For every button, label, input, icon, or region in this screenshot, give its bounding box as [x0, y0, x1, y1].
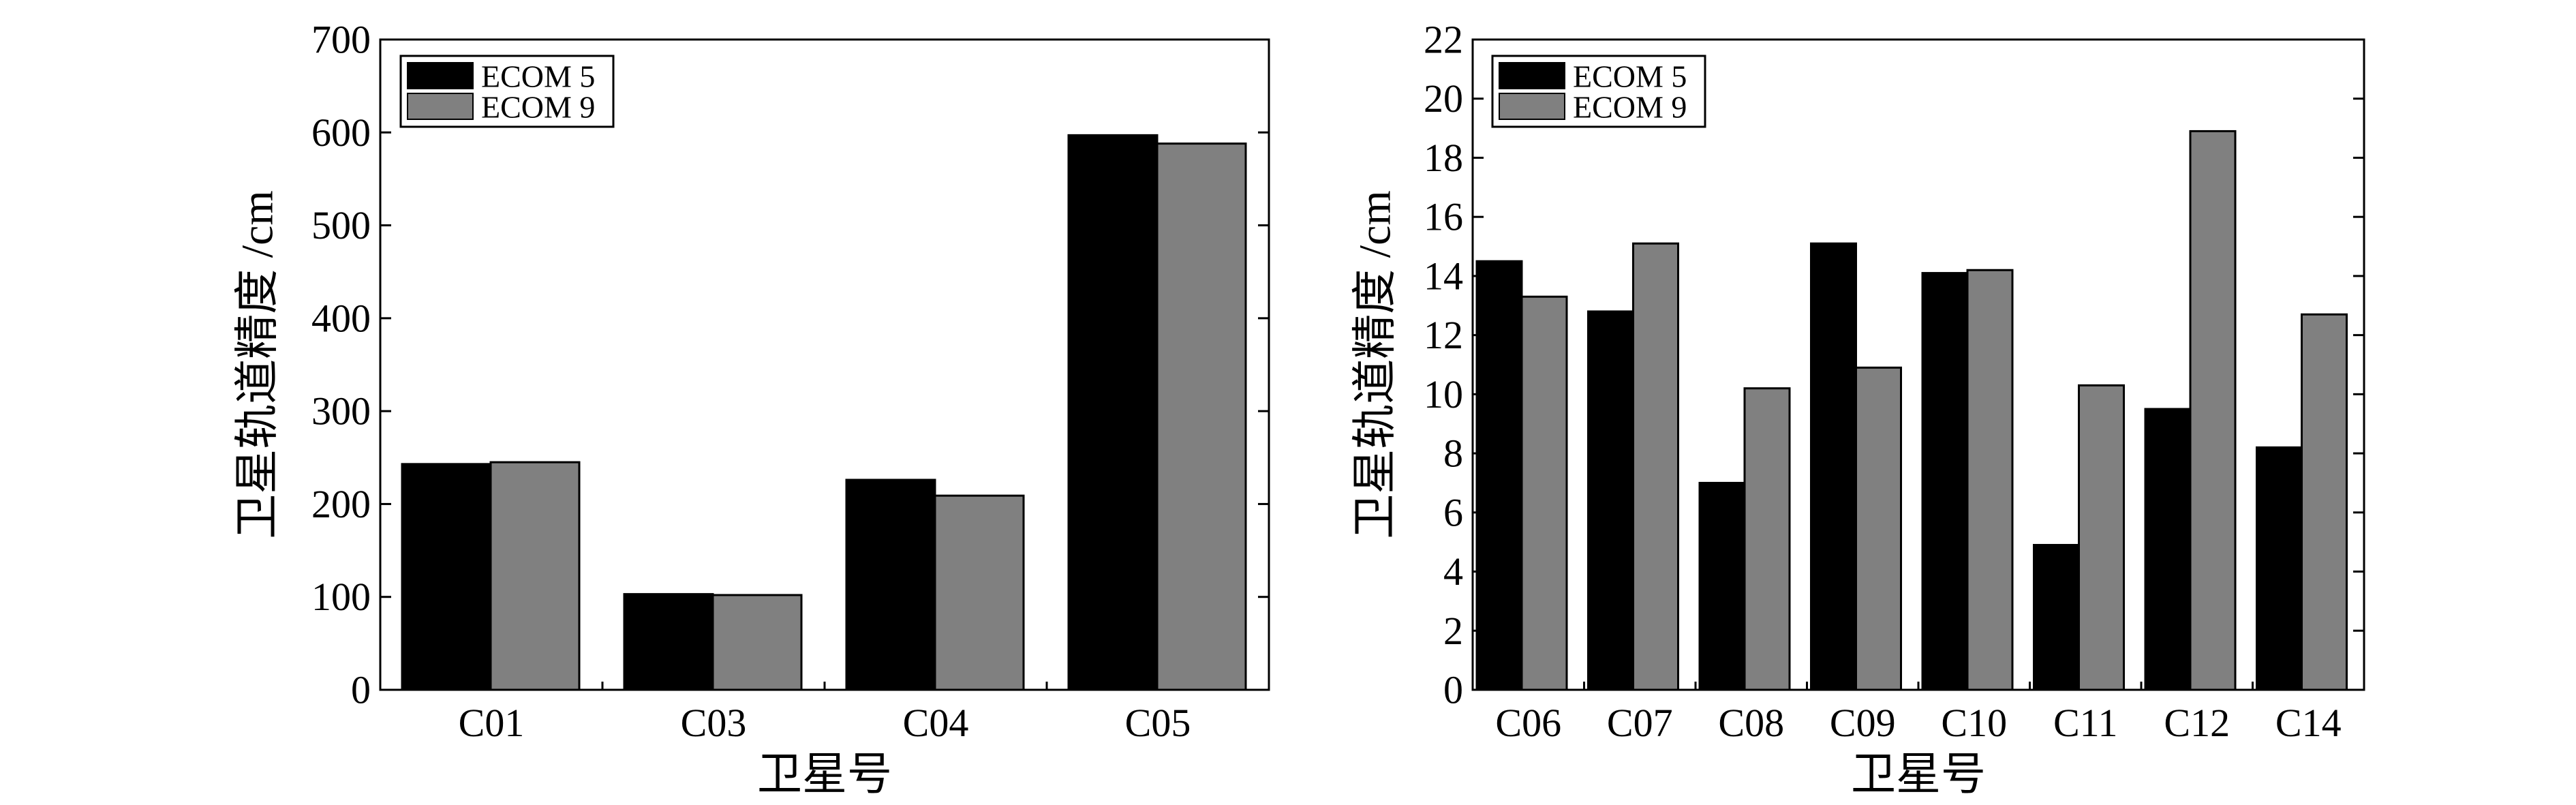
legend-label: ECOM 9 — [1573, 90, 1687, 125]
bar-ecom5-c01 — [401, 463, 492, 691]
x-tick-label: C10 — [1941, 701, 2007, 745]
bar-ecom5-c08 — [1698, 481, 1746, 691]
y-tick-label: 18 — [1424, 136, 1463, 180]
y-tick-label: 4 — [1443, 549, 1463, 594]
x-tick-label: C05 — [1125, 701, 1191, 745]
y-tick-label: 16 — [1424, 195, 1463, 239]
legend-swatch — [1499, 62, 1565, 89]
bar-ecom5-c11 — [2033, 544, 2080, 691]
bar-ecom9-c08 — [1743, 387, 1791, 691]
x-axis-title: 卫星号 — [1851, 750, 1986, 800]
bar-ecom5-c04 — [845, 479, 936, 691]
x-tick-label: C12 — [2164, 701, 2230, 745]
x-tick-label: C04 — [903, 701, 969, 745]
bar-ecom9-c12 — [2189, 130, 2237, 691]
y-tick-label: 200 — [311, 482, 371, 526]
y-tick-label: 8 — [1443, 431, 1463, 476]
y-tick-label: 100 — [311, 575, 371, 619]
bar-ecom5-c05 — [1067, 134, 1159, 691]
bar-ecom9-c14 — [2301, 313, 2348, 691]
bar-ecom5-c10 — [1921, 272, 1969, 691]
x-tick-label: C07 — [1607, 701, 1673, 745]
bar-ecom5-c06 — [1475, 260, 1523, 691]
y-tick-label: 700 — [311, 18, 371, 62]
bar-ecom9-c07 — [1632, 242, 1679, 691]
x-tick-label: C08 — [1718, 701, 1784, 745]
legend-label: ECOM 5 — [481, 59, 595, 94]
y-tick-label: 2 — [1443, 609, 1463, 653]
y-tick-label: 400 — [311, 296, 371, 340]
y-tick-label: 0 — [1443, 668, 1463, 712]
legend-label: ECOM 9 — [481, 90, 595, 125]
legend-swatch — [407, 93, 474, 120]
x-tick-label: C09 — [1830, 701, 1896, 745]
y-tick-label: 22 — [1424, 18, 1463, 62]
bar-ecom9-c06 — [1520, 295, 1568, 691]
bar-ecom5-c07 — [1587, 310, 1634, 691]
bar-ecom9-c01 — [489, 461, 581, 691]
bar-ecom5-c09 — [1810, 242, 1857, 691]
y-axis-title: 卫星轨道精度 /cm — [233, 190, 283, 538]
x-tick-label: C11 — [2053, 701, 2118, 745]
y-tick-label: 6 — [1443, 490, 1463, 534]
y-tick-label: 600 — [311, 110, 371, 155]
bar-ecom5-c14 — [2256, 446, 2303, 691]
y-tick-label: 0 — [351, 668, 371, 712]
x-tick-label: C03 — [681, 701, 747, 745]
bar-ecom5-c12 — [2144, 408, 2192, 691]
legend-swatch — [1499, 93, 1565, 120]
bar-ecom9-c03 — [711, 594, 803, 691]
bar-ecom9-c10 — [1966, 269, 2014, 691]
y-tick-label: 12 — [1424, 313, 1463, 357]
bar-ecom5-c03 — [623, 593, 714, 691]
bar-ecom9-c04 — [934, 494, 1025, 691]
x-tick-label: C14 — [2275, 701, 2342, 745]
x-tick-label: C01 — [459, 701, 525, 745]
y-axis-title: 卫星轨道精度 /cm — [1351, 190, 1400, 538]
y-tick-label: 500 — [311, 203, 371, 247]
bar-ecom9-c11 — [2078, 384, 2125, 691]
y-tick-label: 10 — [1424, 372, 1463, 416]
bar-ecom9-c05 — [1156, 142, 1247, 691]
bar-ecom9-c09 — [1855, 366, 1902, 691]
legend-label: ECOM 5 — [1573, 59, 1687, 94]
y-tick-label: 14 — [1424, 254, 1463, 298]
x-axis-title: 卫星号 — [757, 750, 892, 800]
x-tick-label: C06 — [1495, 701, 1561, 745]
legend-swatch — [407, 62, 474, 89]
y-tick-label: 20 — [1424, 76, 1463, 121]
y-tick-label: 300 — [311, 389, 371, 434]
